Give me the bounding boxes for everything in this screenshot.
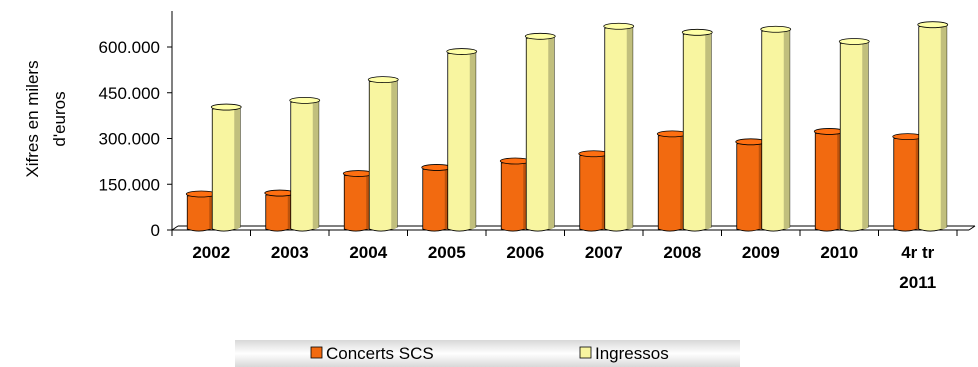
bar-side xyxy=(705,31,712,230)
bar-concerts-scs xyxy=(264,189,296,232)
bar-side xyxy=(234,106,241,230)
x-tick-label: 2009 xyxy=(742,243,780,262)
y-tick-label: 300.000 xyxy=(99,130,160,149)
bar-concerts-scs xyxy=(735,138,767,232)
bars xyxy=(185,21,949,232)
bar-top xyxy=(838,38,870,45)
bar-top xyxy=(421,164,453,171)
bar-ingressos xyxy=(838,38,870,232)
bar-top xyxy=(681,28,713,36)
bar-top xyxy=(210,103,242,111)
bar-concerts-scs xyxy=(892,133,924,232)
bar-top xyxy=(603,22,635,30)
bar-side xyxy=(940,23,947,230)
bar-top xyxy=(185,190,217,198)
bar-top xyxy=(917,21,949,29)
floor-edge-right xyxy=(968,225,976,231)
bar-concerts-scs xyxy=(656,130,688,232)
bar-ingressos xyxy=(210,103,242,232)
bar-concerts-scs xyxy=(499,157,531,232)
y-tick-label: 150.000 xyxy=(99,175,160,194)
bar-top xyxy=(524,32,556,40)
bar-ingressos xyxy=(289,96,321,232)
x-tick-label: 2008 xyxy=(663,243,701,262)
bar-side xyxy=(783,28,790,230)
bar-ingressos xyxy=(760,25,792,232)
x-tick-label: 2004 xyxy=(349,243,387,262)
x-tick-label: 2007 xyxy=(585,243,623,262)
bar-top xyxy=(735,138,767,146)
bar-top xyxy=(264,189,296,197)
bar-concerts-scs xyxy=(421,164,453,232)
y-tick-label: 450.000 xyxy=(99,84,160,103)
x-tick-label: 2011 xyxy=(899,273,936,292)
bar-top xyxy=(446,48,478,55)
bar-side xyxy=(548,35,555,230)
bar-side xyxy=(626,25,633,230)
y-tick-labels: 0 150.000 300.000 450.000 600.000 xyxy=(99,38,160,240)
floor-edge-left xyxy=(171,225,179,231)
x-tick-labels: 2002 2003 2004 2005 2006 2007 2008 2009 2010 4r t… xyxy=(192,243,936,292)
bar-top xyxy=(760,25,792,33)
x-tick-label: 2003 xyxy=(271,243,309,262)
y-tick-label: 600.000 xyxy=(99,38,160,57)
bar-ingressos xyxy=(446,48,478,232)
x-tick-label: 2010 xyxy=(820,243,858,262)
bar-ingressos xyxy=(367,76,399,232)
y-axis-title: Xifres en milers d'euros xyxy=(23,60,69,177)
bar-side xyxy=(312,99,319,230)
bar-top xyxy=(892,133,924,141)
bar-side xyxy=(469,50,476,230)
bar-top xyxy=(342,170,374,177)
y-axis-title-line-1: Xifres en milers xyxy=(23,60,42,177)
bar-ingressos xyxy=(681,28,713,232)
x-tick-label: 2005 xyxy=(428,243,466,262)
x-tick-label: 2006 xyxy=(506,243,544,262)
bar-top xyxy=(499,157,531,165)
legend-swatch-ingressos xyxy=(579,346,592,359)
bar-concerts-scs xyxy=(578,150,610,232)
bar-ingressos xyxy=(917,21,949,232)
bar-concerts-scs xyxy=(185,190,217,232)
bar-side xyxy=(862,40,869,230)
y-axis-title-line-2: d'euros xyxy=(50,91,69,146)
legend: Concerts SCS Ingressos xyxy=(235,340,740,367)
bar-ingressos xyxy=(603,22,635,232)
legend-label-ingressos: Ingressos xyxy=(595,344,669,363)
legend-label-concerts-scs: Concerts SCS xyxy=(326,344,434,363)
bar-top xyxy=(656,130,688,138)
y-tick-label: 0 xyxy=(151,221,160,240)
bar-concerts-scs xyxy=(342,170,374,232)
bar-side xyxy=(391,78,398,230)
x-tick-label: 2002 xyxy=(192,243,230,262)
bar-top xyxy=(578,150,610,158)
x-tick-label: 4r tr xyxy=(901,243,934,262)
bar-concerts-scs xyxy=(813,128,845,232)
bar-top xyxy=(289,96,321,104)
bar-ingressos xyxy=(524,32,556,232)
legend-swatch-concerts-scs xyxy=(310,346,323,359)
bar-top xyxy=(367,76,399,83)
bar-top xyxy=(813,128,845,135)
